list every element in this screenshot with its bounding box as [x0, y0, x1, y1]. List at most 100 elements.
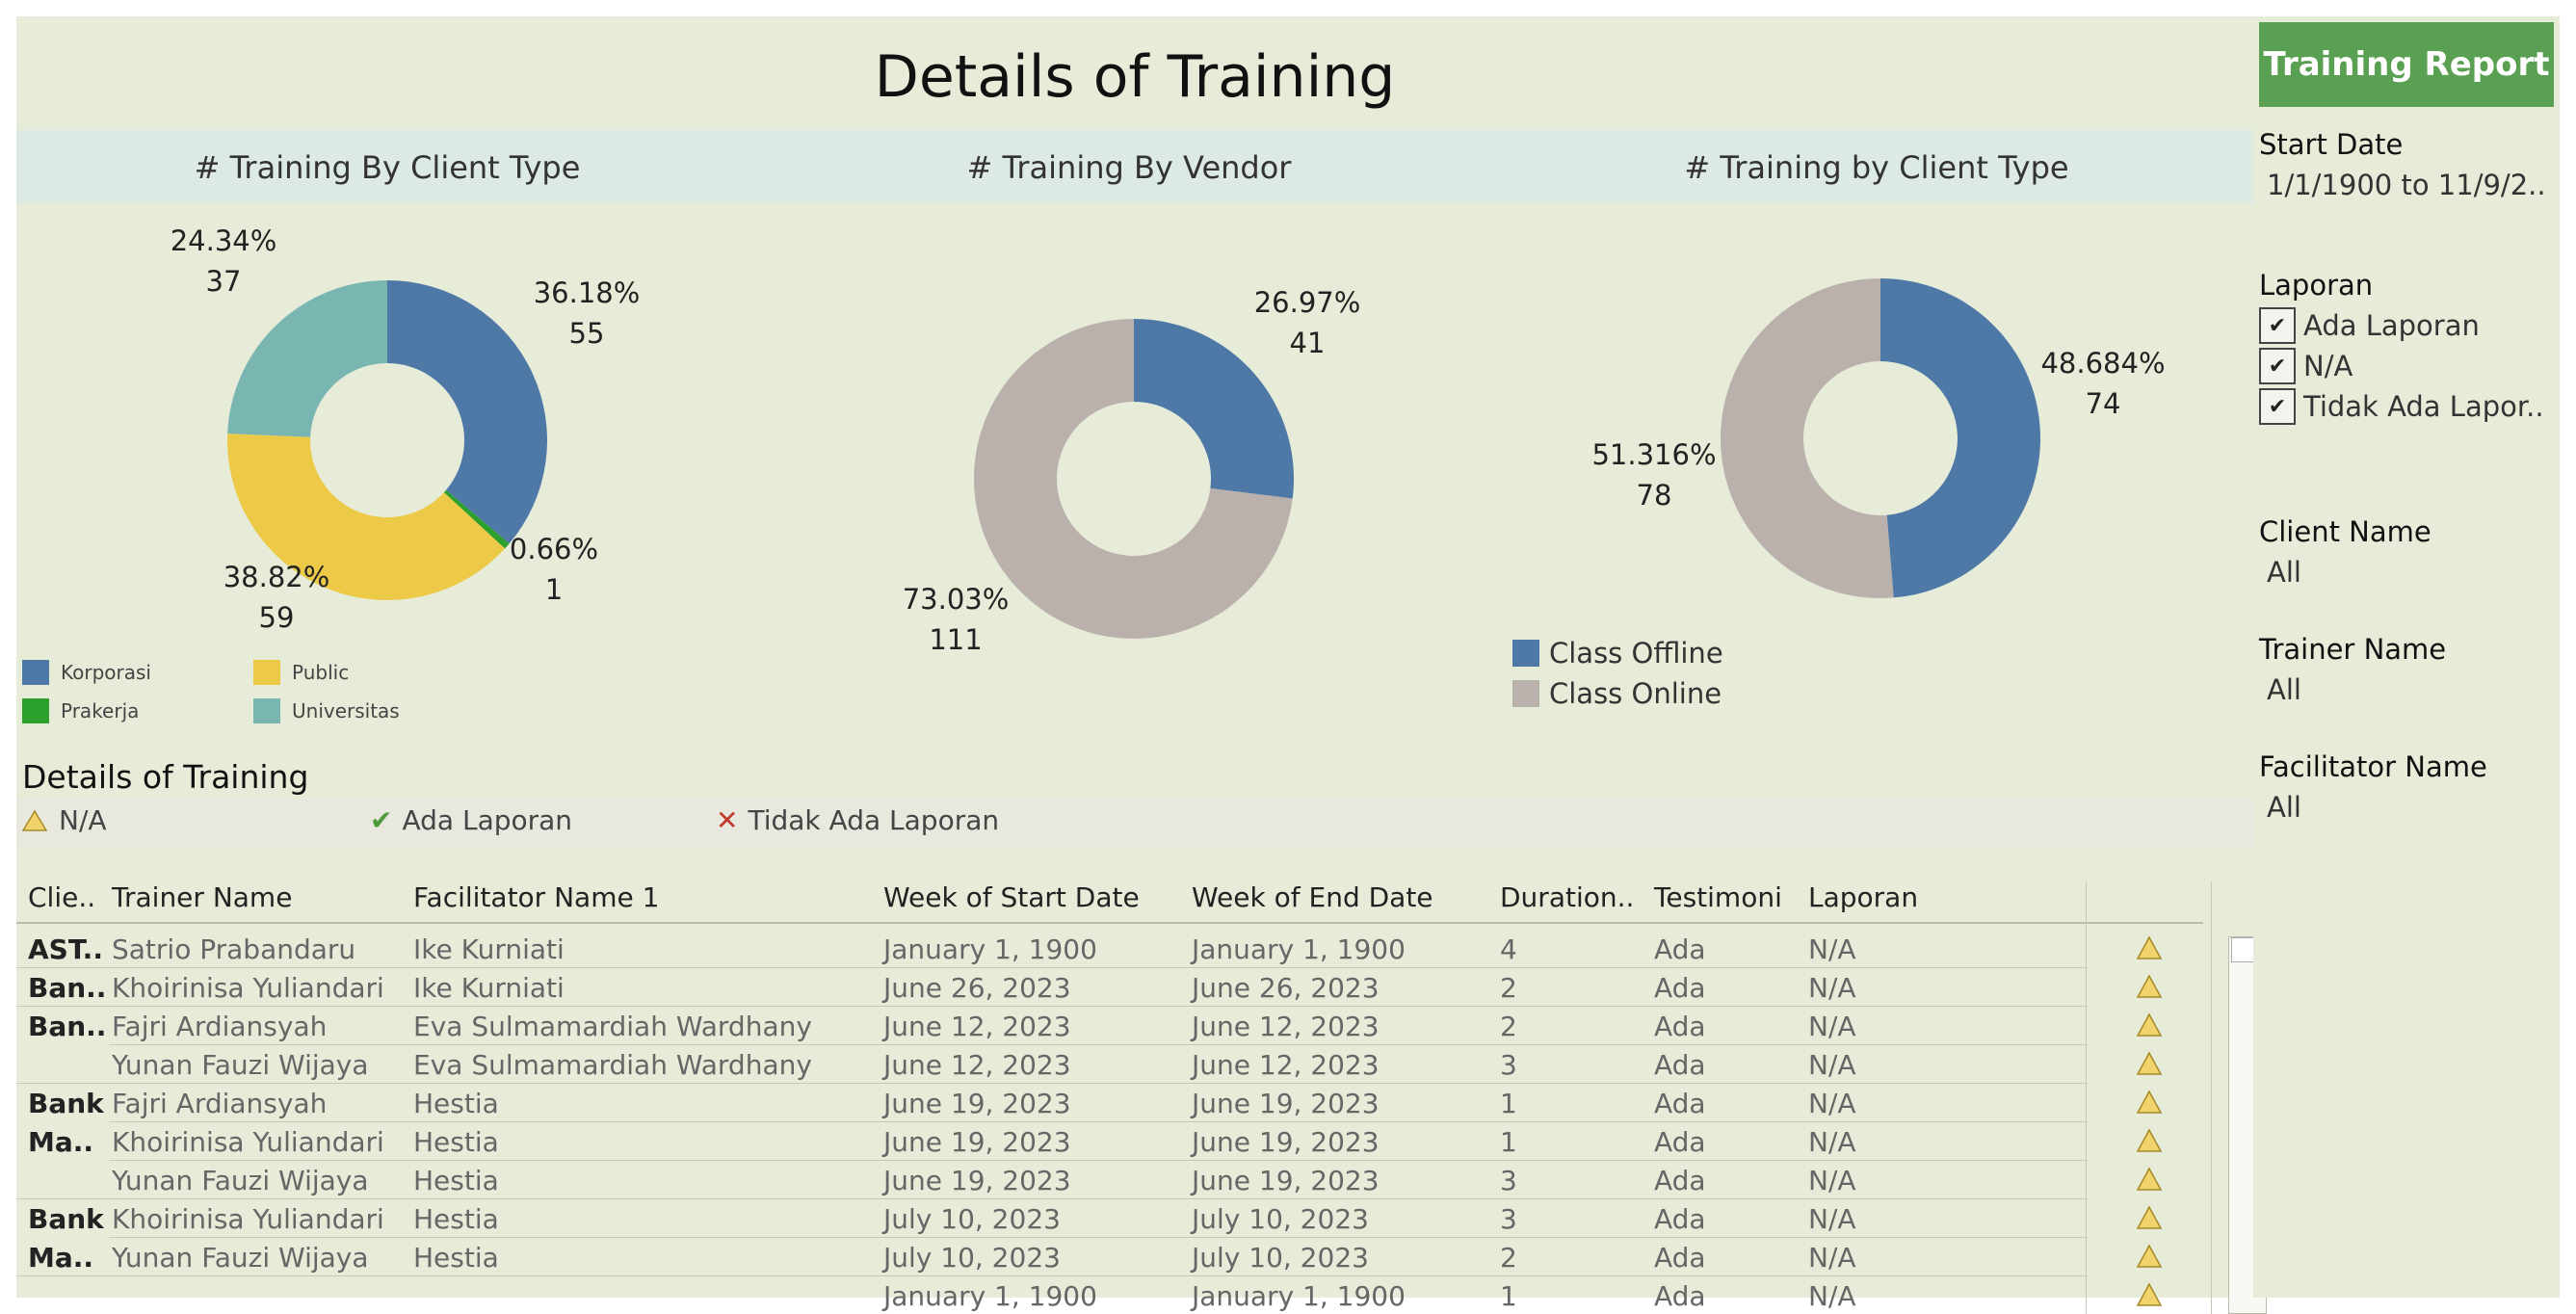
status-label: Tidak Ada Laporan	[748, 804, 1000, 836]
legend-item-prakerja[interactable]: Prakerja	[22, 698, 139, 723]
table-cell: July 10, 2023	[1192, 1242, 1369, 1274]
slice-percent-label: 48.684%	[2040, 347, 2165, 380]
checkbox[interactable]: ✔	[2259, 388, 2296, 425]
table-cell: N/A	[1808, 933, 1856, 965]
warning-icon	[2136, 1128, 2163, 1152]
table-cell: June 12, 2023	[1192, 1049, 1380, 1081]
legend-swatch	[253, 698, 280, 723]
trainer-name-filter[interactable]: All	[2267, 673, 2301, 706]
donut-slice[interactable]	[227, 434, 506, 600]
legend-item-class-offline[interactable]: Class Offline	[1512, 637, 1723, 670]
donut-slice[interactable]	[387, 280, 547, 544]
client-cell[interactable]: Ma..	[28, 1126, 94, 1158]
status-tidak-ada-laporan[interactable]: ✕ Tidak Ada Laporan	[716, 804, 999, 836]
table-cell: N/A	[1808, 1203, 1856, 1235]
table-cell: Ada	[1654, 972, 1706, 1004]
column-header[interactable]: Laporan	[1808, 881, 1919, 913]
client-cell[interactable]: Bank	[28, 1088, 104, 1119]
donut-slice[interactable]	[227, 280, 387, 437]
table-cell: January 1, 1900	[883, 933, 1097, 965]
status-legend: N/A ✔ Ada Laporan ✕ Tidak Ada Laporan	[16, 799, 2253, 847]
client-name-label: Client Name	[2259, 515, 2431, 548]
table-cell: N/A	[1808, 1126, 1856, 1158]
table-cell: N/A	[1808, 1165, 1856, 1196]
table-row[interactable]: Fajri Ardiansyah Hestia June 19, 2023 June …	[16, 1084, 2213, 1122]
column-header[interactable]: Duration..	[1500, 881, 1635, 913]
table-cell: 2	[1500, 1011, 1517, 1042]
start-date-filter[interactable]: 1/1/1900 to 11/9/2..	[2267, 169, 2546, 201]
slice-percent-label: 38.82%	[223, 561, 330, 593]
checkbox[interactable]: ✔	[2259, 307, 2296, 344]
legend-item-korporasi[interactable]: Korporasi	[22, 660, 151, 685]
laporan-option-na[interactable]: ✔ N/A	[2259, 348, 2353, 384]
slice-percent-label: 36.18%	[534, 276, 641, 309]
table-cell: July 10, 2023	[883, 1203, 1061, 1235]
checkbox-label: Tidak Ada Lapor..	[2303, 390, 2544, 423]
checkbox[interactable]: ✔	[2259, 348, 2296, 384]
section-title-vendor: # Training By Vendor	[966, 149, 1292, 186]
legend-item-universitas[interactable]: Universitas	[253, 698, 400, 723]
table-row[interactable]: Yunan Fauzi Wijaya Hestia July 10, 2023 Jul…	[16, 1238, 2213, 1276]
warning-icon	[2136, 974, 2163, 998]
donut-slice[interactable]	[1721, 278, 1894, 598]
warning-icon	[2136, 1282, 2163, 1306]
table-cell: Ada	[1654, 1126, 1706, 1158]
legend-item-public[interactable]: Public	[253, 660, 349, 685]
table-cell: Ada	[1654, 1280, 1706, 1312]
table-row[interactable]: Khoirinisa Yuliandari Hestia July 10, 2023…	[16, 1199, 2213, 1238]
column-header[interactable]: Week of End Date	[1192, 881, 1433, 913]
table-row[interactable]: Satrio Prabandaru Ike Kurniati January 1, …	[16, 930, 2213, 968]
table-row[interactable]: Khoirinisa Yuliandari Ike Kurniati June 26…	[16, 968, 2213, 1007]
legend-item-class-online[interactable]: Class Online	[1512, 677, 1722, 710]
column-header[interactable]: Week of Start Date	[883, 881, 1140, 913]
donut-slice[interactable]	[1134, 319, 1294, 499]
table-cell: Ada	[1654, 933, 1706, 965]
table-cell: June 19, 2023	[883, 1165, 1071, 1196]
laporan-option-ada-laporan[interactable]: ✔ Ada Laporan	[2259, 307, 2480, 344]
warning-icon	[2136, 1090, 2163, 1114]
client-cell[interactable]: Bank	[28, 1203, 104, 1235]
slice-count-label: 74	[2086, 387, 2121, 420]
facilitator-name-filter[interactable]: All	[2267, 791, 2301, 824]
table-cell: Khoirinisa Yuliandari	[112, 1203, 384, 1235]
table-row[interactable]: Khoirinisa Yuliandari Hestia June 19, 2023…	[16, 1122, 2213, 1161]
table-row[interactable]: Yunan Fauzi Wijaya Hestia June 19, 2023 Jun…	[16, 1161, 2213, 1199]
laporan-label: Laporan	[2259, 269, 2374, 302]
client-name-filter[interactable]: All	[2267, 556, 2301, 589]
table-cell: N/A	[1808, 1049, 1856, 1081]
table-cell: Yunan Fauzi Wijaya	[112, 1242, 369, 1274]
legend-swatch	[22, 660, 49, 685]
row-divider	[16, 1083, 2088, 1084]
column-header[interactable]: Clie..	[28, 881, 96, 913]
client-cell[interactable]: AST..	[28, 933, 103, 965]
legend-label: Class Online	[1549, 677, 1722, 710]
table-cell: 3	[1500, 1203, 1517, 1235]
client-cell[interactable]: Ma..	[28, 1242, 94, 1274]
donut-slice[interactable]	[443, 489, 510, 549]
table-cell: 2	[1500, 1242, 1517, 1274]
table-row[interactable]: January 1, 1900 January 1, 1900 1 Ada N/A	[16, 1276, 2213, 1314]
legend-swatch	[22, 698, 49, 723]
donut-slice[interactable]	[1880, 278, 2041, 598]
status-na[interactable]: N/A	[22, 804, 107, 836]
table-row[interactable]: Fajri Ardiansyah Eva Sulmamardiah Wardhan…	[16, 1007, 2213, 1045]
legend-swatch	[1512, 680, 1539, 707]
donut-slice[interactable]	[973, 319, 1293, 640]
slice-count-label: 37	[206, 265, 242, 298]
table-cell: July 10, 2023	[883, 1242, 1061, 1274]
column-header[interactable]: Trainer Name	[112, 881, 293, 913]
training-report-button[interactable]: Training Report	[2259, 22, 2554, 107]
client-cell[interactable]: Ban..	[28, 1011, 107, 1042]
table-row[interactable]: Yunan Fauzi Wijaya Eva Sulmamardiah Wardh…	[16, 1045, 2213, 1084]
table-cell: Ike Kurniati	[413, 972, 565, 1004]
table-cell: July 10, 2023	[1192, 1203, 1369, 1235]
client-cell[interactable]: Ban..	[28, 972, 107, 1004]
column-header[interactable]: Testimoni	[1654, 881, 1782, 913]
section-title-client-type: # Training By Client Type	[194, 149, 581, 186]
status-ada-laporan[interactable]: ✔ Ada Laporan	[370, 804, 572, 836]
table-cell: Ada	[1654, 1011, 1706, 1042]
laporan-option-tidak-ada-laporan[interactable]: ✔ Tidak Ada Lapor..	[2259, 388, 2544, 425]
warning-icon	[22, 809, 47, 831]
column-header[interactable]: Facilitator Name 1	[413, 881, 660, 913]
section-title-class-type: # Training by Client Type	[1684, 149, 2069, 186]
